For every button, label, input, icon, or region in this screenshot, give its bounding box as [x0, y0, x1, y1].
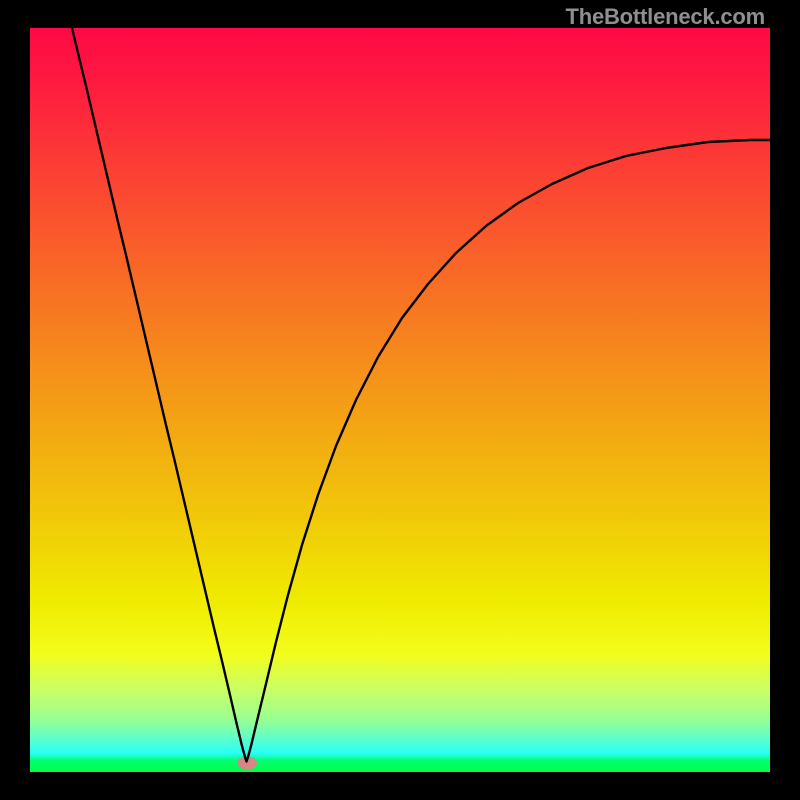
chart-plot-area — [30, 28, 770, 772]
chart-background — [30, 28, 770, 772]
chart-frame — [0, 0, 800, 800]
watermark-label: TheBottleneck.com — [565, 4, 765, 29]
watermark-text: TheBottleneck.com — [565, 4, 765, 30]
chart-svg — [30, 28, 770, 772]
